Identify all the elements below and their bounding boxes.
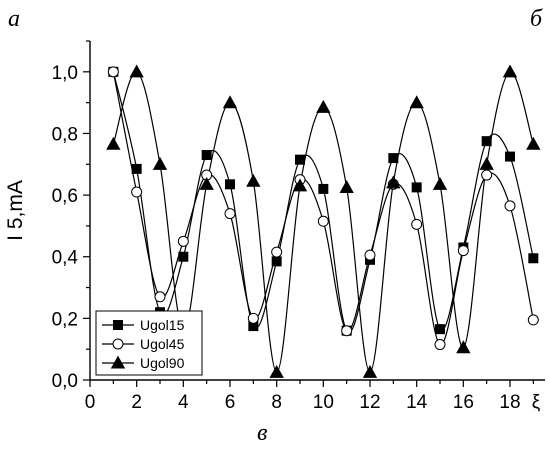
y-tick-label-4: 0,8 [52,124,78,145]
data-point-ugol15-4 [178,251,189,262]
data-point-ugol90-14 [409,95,424,109]
x-tick-label-12: 12 [359,392,380,413]
data-point-ugol15-6 [225,179,235,190]
x-tick-label-14: 14 [406,392,428,413]
data-point-ugol45-8 [271,246,283,258]
data-point-ugol45-15 [434,339,446,351]
data-point-ugol90-2 [129,64,144,78]
data-point-ugol15-10 [318,183,329,194]
data-point-ugol90-16 [456,340,471,354]
data-point-ugol45-16 [457,245,469,257]
x-axis-label: ξ [532,392,541,413]
data-point-ugol90-18 [502,64,518,78]
y-tick-label-5: 1,0 [52,63,78,84]
panel-label-a: а [8,6,20,32]
data-point-ugol90-19 [526,136,541,150]
x-tick-label-10: 10 [313,392,334,413]
data-point-ugol45-14 [411,218,423,230]
data-point-ugol90-15 [432,176,448,190]
data-point-ugol45-18 [504,200,516,212]
data-point-ugol45-19 [527,314,539,326]
x-tick-label-4: 4 [178,392,189,413]
y-axis-label: I 5,mA [4,180,27,241]
data-point-ugol90-13 [386,175,401,189]
legend-marker-ugol45 [112,338,124,350]
data-point-ugol15-8 [271,256,282,267]
legend-label-ugol90: Ugol90 [140,355,185,371]
data-point-ugol90-5 [199,176,214,190]
data-point-ugol45-10 [317,215,329,227]
y-tick-label-3: 0,6 [52,186,78,207]
data-point-ugol90-1 [106,136,121,150]
data-point-ugol45-6 [224,208,236,220]
data-point-ugol15-5 [201,150,212,161]
data-point-ugol45-4 [177,235,189,247]
data-point-ugol15-15 [435,324,445,335]
data-point-ugol45-7 [247,312,259,324]
data-point-ugol90-3 [152,156,168,170]
data-point-ugol45-3 [154,291,166,303]
data-point-ugol15-17 [481,136,492,147]
data-point-ugol90-9 [292,178,308,192]
y-tick-label-0: 0,0 [52,371,78,392]
data-point-ugol15-2 [131,163,142,174]
data-point-ugol90-6 [222,95,238,109]
y-tick-label-2: 0,4 [52,248,79,269]
data-point-ugol45-12 [364,249,376,261]
data-point-ugol15-18 [505,151,515,162]
legend-label-ugol45: Ugol45 [140,336,185,352]
legend-marker-ugol90 [110,355,126,369]
panel-label-b: б [530,6,543,32]
legend-marker-ugol15 [113,320,123,330]
data-point-ugol45-11 [341,325,353,337]
data-point-ugol90-12 [362,364,378,378]
panel-label-c: в [257,420,268,446]
data-point-ugol45-2 [131,186,143,198]
legend-label-ugol15: Ugol15 [140,317,185,333]
x-tick-label-0: 0 [85,392,96,413]
x-tick-label-18: 18 [499,392,520,413]
data-point-ugol90-11 [339,180,354,193]
data-point-ugol15-9 [295,154,305,165]
data-point-ugol90-17 [479,156,494,170]
data-point-ugol90-10 [316,99,331,113]
x-tick-label-6: 6 [225,392,236,413]
x-tick-label-16: 16 [453,392,474,413]
data-point-ugol45-17 [481,169,493,181]
data-point-ugol15-13 [388,153,399,164]
x-tick-label-8: 8 [271,392,282,413]
data-point-ugol90-7 [246,173,261,187]
data-point-ugol45-1 [107,66,119,78]
x-tick-label-2: 2 [131,392,142,413]
y-tick-label-1: 0,2 [52,309,78,330]
data-point-ugol15-14 [411,182,422,193]
data-point-ugol90-8 [269,364,284,378]
data-point-ugol15-19 [528,253,539,264]
